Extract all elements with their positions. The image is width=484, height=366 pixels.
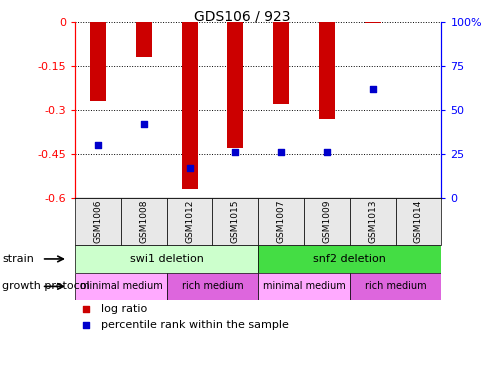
Text: GSM1006: GSM1006 bbox=[93, 200, 102, 243]
Point bbox=[353, 114, 361, 120]
Bar bbox=[181, 22, 197, 189]
Bar bbox=[90, 22, 106, 101]
Text: GSM1014: GSM1014 bbox=[413, 200, 422, 243]
Text: GSM1007: GSM1007 bbox=[276, 200, 285, 243]
Bar bbox=[349, 273, 440, 300]
Text: GSM1012: GSM1012 bbox=[185, 200, 194, 243]
Point bbox=[353, 261, 361, 266]
Point bbox=[322, 149, 330, 155]
Point bbox=[94, 142, 102, 148]
Text: GSM1009: GSM1009 bbox=[322, 200, 331, 243]
Point bbox=[368, 86, 376, 92]
Text: GSM1015: GSM1015 bbox=[230, 200, 240, 243]
Text: log ratio: log ratio bbox=[101, 304, 147, 314]
Text: strain: strain bbox=[2, 254, 34, 264]
Text: percentile rank within the sample: percentile rank within the sample bbox=[101, 320, 288, 330]
Bar bbox=[136, 22, 151, 57]
Text: snf2 deletion: snf2 deletion bbox=[313, 254, 385, 264]
Text: swi1 deletion: swi1 deletion bbox=[130, 254, 203, 264]
Bar bbox=[75, 245, 257, 273]
Text: GSM1013: GSM1013 bbox=[367, 200, 377, 243]
Text: growth protocol: growth protocol bbox=[2, 281, 90, 291]
Text: minimal medium: minimal medium bbox=[262, 281, 345, 291]
Bar bbox=[166, 273, 257, 300]
Text: GSM1008: GSM1008 bbox=[139, 200, 148, 243]
Bar bbox=[257, 273, 349, 300]
Point bbox=[277, 149, 285, 155]
Point bbox=[231, 149, 239, 155]
Bar bbox=[318, 22, 334, 119]
Text: rich medium: rich medium bbox=[182, 281, 243, 291]
Text: rich medium: rich medium bbox=[364, 281, 425, 291]
Bar bbox=[272, 22, 288, 104]
Bar bbox=[257, 245, 440, 273]
Point bbox=[185, 165, 193, 171]
Bar bbox=[227, 22, 243, 148]
Bar bbox=[75, 273, 166, 300]
Point bbox=[140, 121, 148, 127]
Text: minimal medium: minimal medium bbox=[79, 281, 162, 291]
Bar bbox=[364, 22, 380, 23]
Text: GDS106 / 923: GDS106 / 923 bbox=[194, 9, 290, 23]
